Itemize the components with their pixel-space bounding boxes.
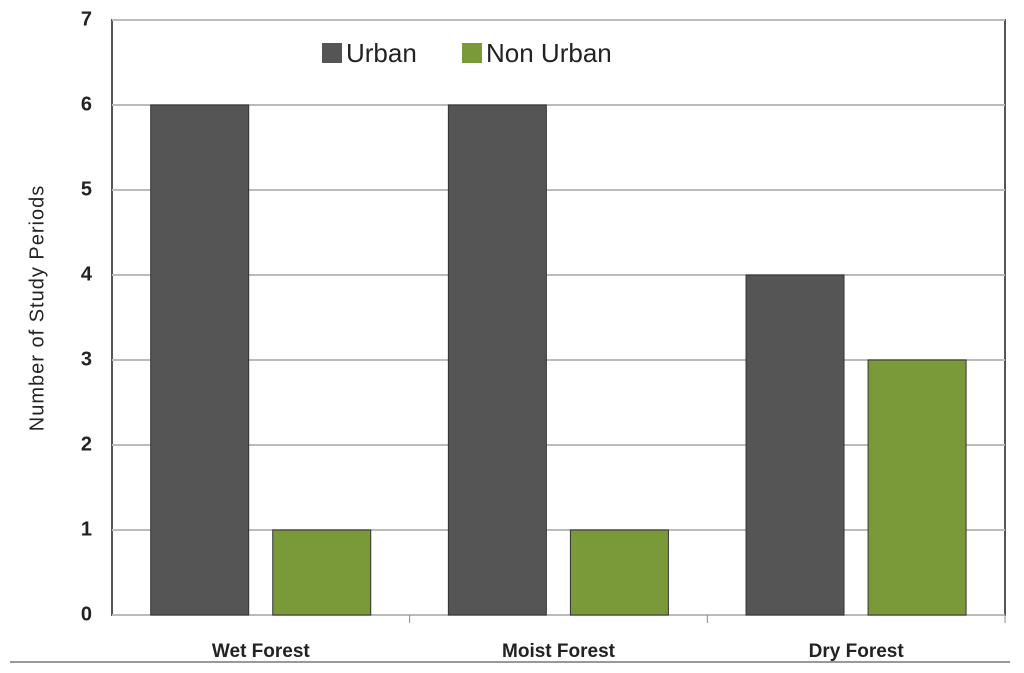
y-tick-label: 2: [81, 433, 92, 455]
bar: [867, 359, 967, 616]
y-tick-label: 4: [81, 263, 93, 285]
y-tick-label: 3: [81, 348, 92, 370]
y-tick-label: 0: [81, 603, 92, 625]
y-tick-label: 1: [81, 518, 92, 540]
bar: [569, 529, 669, 616]
y-tick-label: 5: [81, 178, 92, 200]
bar: [150, 104, 250, 616]
y-tick-label: 7: [81, 8, 92, 30]
bar: [447, 104, 547, 616]
y-axis-label: Number of Study Periods: [26, 185, 48, 431]
x-tick-label: Wet Forest: [212, 641, 311, 662]
y-tick-label: 6: [81, 93, 92, 115]
legend-label: Urban: [346, 38, 417, 68]
x-tick-label: Moist Forest: [502, 641, 616, 662]
legend-label: Non Urban: [486, 38, 612, 68]
bar: [272, 529, 372, 616]
x-tick-label: Dry Forest: [809, 641, 905, 662]
bar: [745, 274, 845, 616]
legend-swatch: [462, 43, 482, 63]
legend-swatch: [322, 43, 342, 63]
